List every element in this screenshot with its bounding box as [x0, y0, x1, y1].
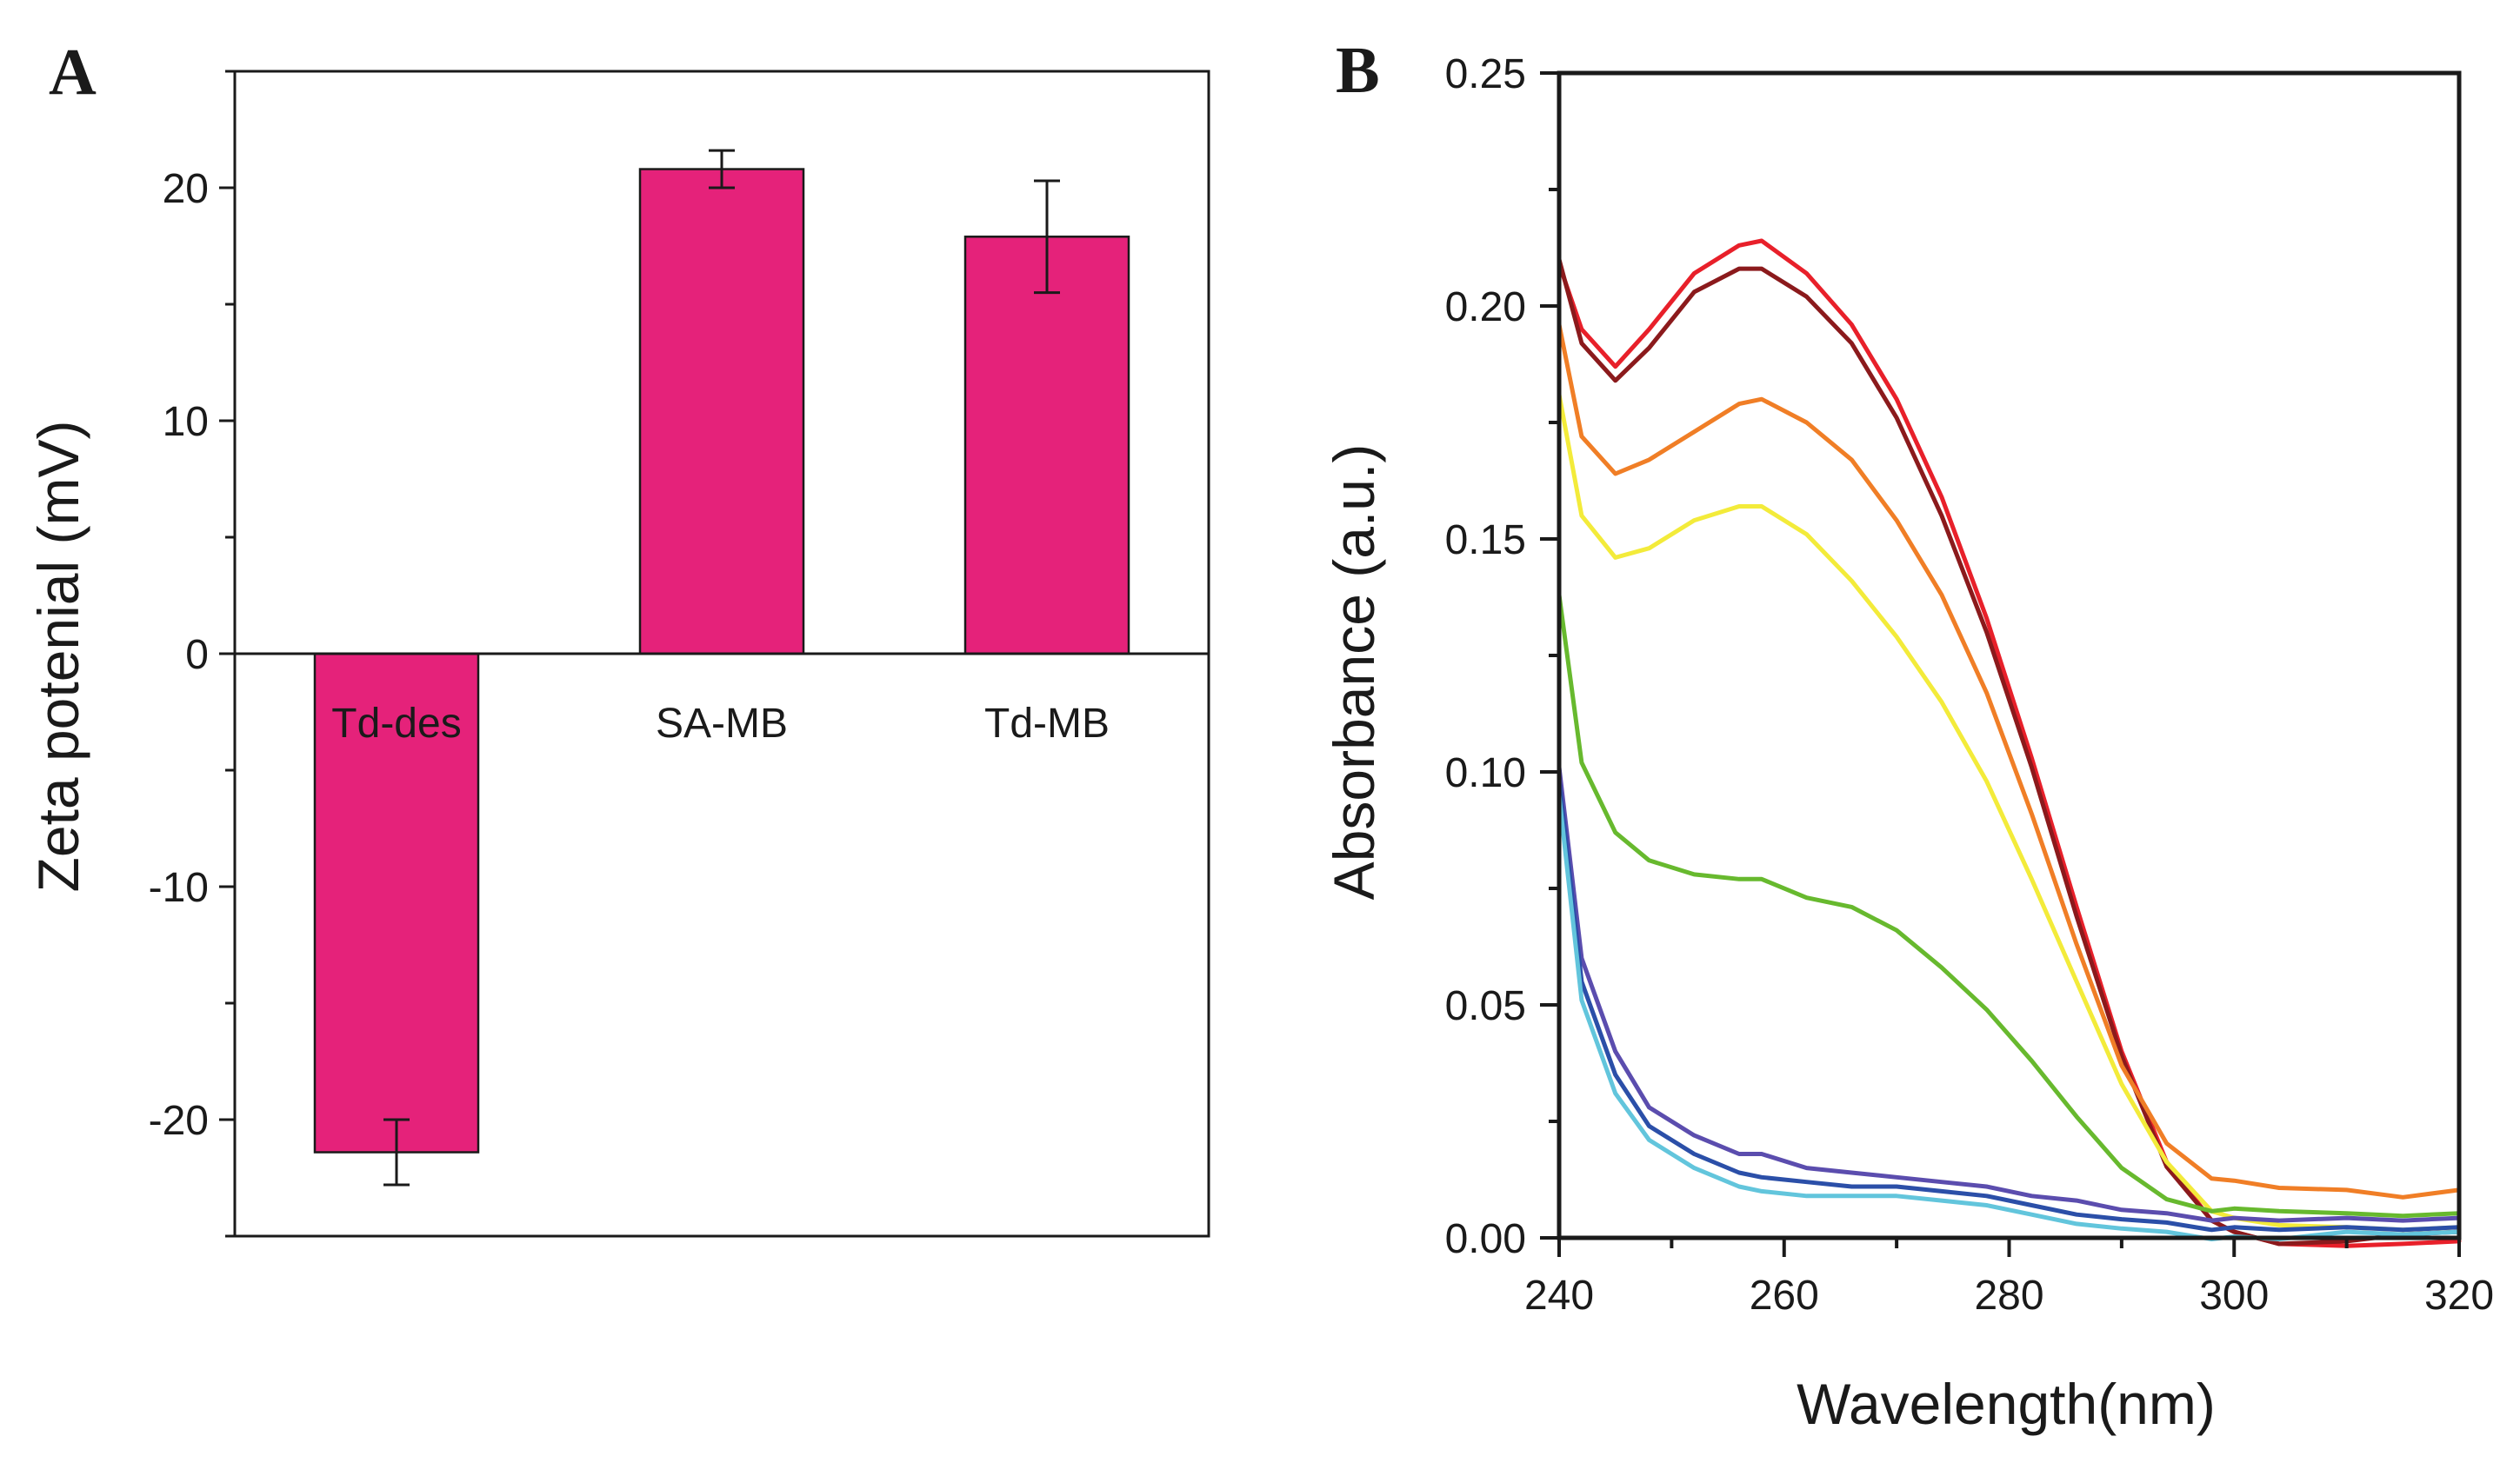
y-tick-label-a: 20: [163, 166, 209, 212]
category-label-td-mb: Td-MB: [984, 701, 1110, 747]
panel-letter-b: B: [1336, 34, 1380, 107]
series-line-purple: [1557, 765, 2462, 1223]
y-ticks-b: 0.00 0.05 0.10 0.15 0.20 0.25: [1445, 51, 1559, 1262]
axes-b: [1557, 70, 2462, 1240]
category-labels-a: Td-des SA-MB Td-MB: [331, 701, 1110, 747]
series-line-blue: [1557, 779, 2462, 1233]
bar-group-a: [313, 168, 1130, 1154]
x-tick-label-b: 300: [2199, 1273, 2269, 1319]
bar-sa-mb: [638, 168, 805, 655]
error-bar-group-a: [383, 149, 1060, 1187]
x-tick-label-b: 240: [1524, 1273, 1594, 1319]
y-tick-label-b: 0.15: [1445, 517, 1526, 563]
x-axis-title-b: Wavelength(nm): [1797, 1372, 2216, 1436]
y-tick-label-a: -10: [149, 865, 209, 911]
series-line-green: [1557, 592, 2462, 1219]
y-tick-label-a: 10: [163, 399, 209, 445]
y-tick-label-a: 0: [185, 632, 209, 678]
y-tick-label-a: -20: [149, 1098, 209, 1144]
y-tick-label-b: 0.20: [1445, 284, 1526, 330]
y-axis-title-a: Zeta potenial (mV): [26, 421, 90, 893]
panel-b: B 0.00 0.05 0.10 0.15 0.20 0.25 240 260 280 300 3…: [1322, 34, 2494, 1436]
y-axis-title-b: Absorbance (a.u.): [1322, 444, 1386, 901]
x-tick-label-b: 320: [2424, 1273, 2494, 1319]
x-tick-label-b: 280: [1974, 1273, 2043, 1319]
bar-td-des: [313, 652, 480, 1154]
y-tick-label-b: 0.25: [1445, 51, 1526, 97]
y-tick-label-b: 0.00: [1445, 1216, 1526, 1262]
panel-letter-a: A: [49, 36, 97, 109]
y-tick-label-b: 0.10: [1445, 750, 1526, 796]
series-group-b: [1557, 238, 2462, 1248]
category-label-td-des: Td-des: [331, 701, 461, 747]
series-line-red: [1557, 238, 2462, 1248]
series-line-orange: [1557, 322, 2462, 1200]
x-tick-label-b: 260: [1750, 1273, 1819, 1319]
category-label-sa-mb: SA-MB: [656, 701, 788, 747]
panel-a: A -20 -10 0 10 20 Td-des SA-MB Td-MB Zeta pote…: [26, 36, 1210, 1238]
bar-td-mb: [963, 236, 1130, 655]
y-tick-label-b: 0.05: [1445, 983, 1526, 1029]
series-line-cyan: [1557, 793, 2462, 1241]
plot-frame-b: [1557, 70, 2462, 1240]
x-ticks-b: 240 260 280 300 320: [1524, 1238, 2494, 1319]
y-ticks-a: -20 -10 0 10 20: [149, 70, 235, 1238]
series-line-yellow: [1557, 392, 2462, 1233]
